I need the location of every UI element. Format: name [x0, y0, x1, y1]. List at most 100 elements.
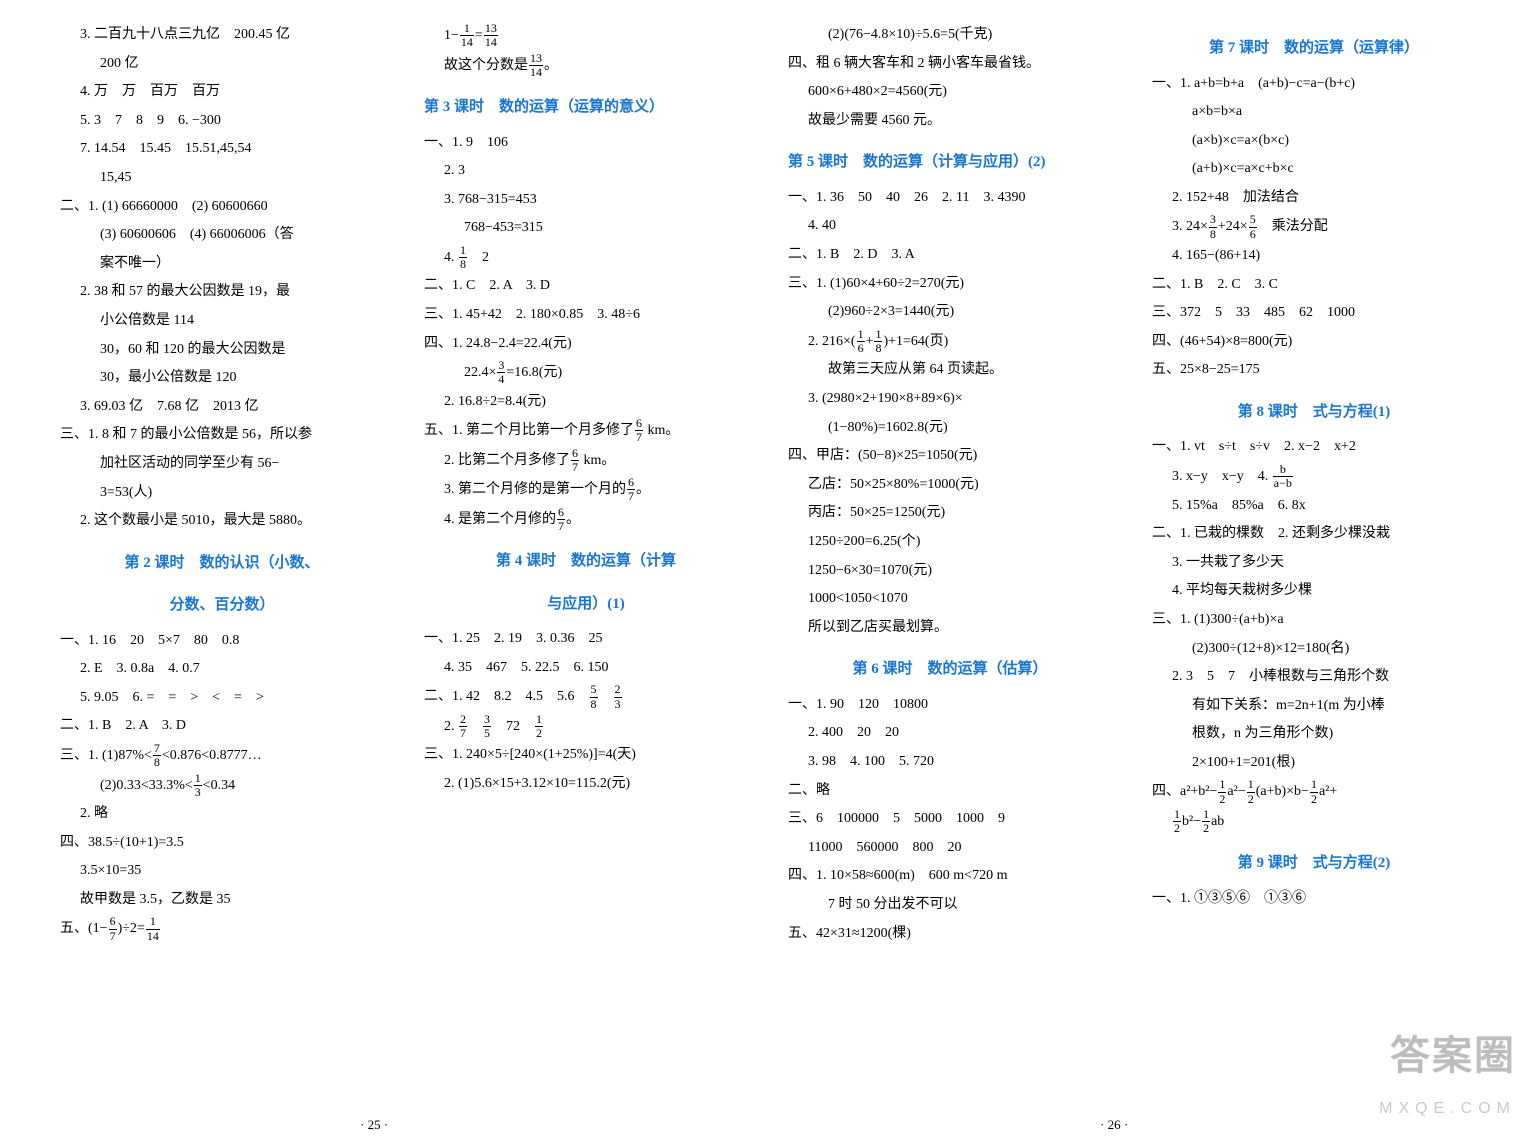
text-line: 3. 768−315=453 [424, 187, 748, 214]
text-line: 四、38.5÷(10+1)=3.5 [60, 830, 384, 857]
text: 。 [566, 512, 580, 527]
fraction: 38 [1208, 213, 1218, 240]
text-line: 一、1. 9 106 [424, 130, 748, 157]
text: 22.4× [464, 365, 496, 380]
text-line: 故甲数是 3.5，乙数是 35 [60, 887, 384, 914]
fraction: 27 [458, 713, 468, 740]
text-line: 四、a²+b²−12a²−12(a+b)×b−12a²+ [1152, 778, 1476, 806]
text: 2. 216×( [808, 334, 856, 349]
section-heading: 第 9 课时 式与方程(2) [1152, 849, 1476, 878]
text: (2)0.33<33.3%< [100, 777, 193, 792]
section-heading: 第 5 课时 数的运算（计算与应用）(2) [788, 148, 1112, 177]
text-line: 11000 560000 800 20 [788, 835, 1112, 862]
text-line: 所以到乙店买最划算。 [788, 615, 1112, 642]
text: b²− [1182, 814, 1201, 829]
page-number-26: · 26 · [1100, 1113, 1128, 1138]
text: 乘法分配 [1258, 219, 1328, 234]
text-line: (a×b)×c=a×(b×c) [1152, 128, 1476, 155]
text-line: 4. 18 2 [424, 244, 748, 272]
text-line: 30，60 和 120 的最大公因数是 [60, 337, 384, 364]
watermark-title: 答案圈 [1379, 1018, 1516, 1094]
text-line: 二、1. B 2. C 3. C [1152, 272, 1476, 299]
section-heading: 第 4 课时 数的运算（计算 [424, 547, 748, 576]
text-line: 三、1. (1)300÷(a+b)×a [1152, 607, 1476, 634]
fraction: 16 [856, 328, 866, 355]
text-line: 三、6 100000 5 5000 1000 9 [788, 806, 1112, 833]
text-line: 三、1. (1)60×4+60÷2=270(元) [788, 271, 1112, 298]
fraction: 56 [1248, 213, 1258, 240]
text-line: 四、1. 24.8−2.4=22.4(元) [424, 331, 748, 358]
fraction: 12 [1217, 778, 1227, 805]
text: 1− [444, 28, 459, 43]
text-line: 3=53(人) [60, 480, 384, 507]
text-line: 根数，n 为三角形个数) [1152, 721, 1476, 748]
text-line: 五、(1−67)÷2=114 [60, 915, 384, 943]
text-line: 3. 24×38+24×56 乘法分配 [1152, 213, 1476, 241]
text-line: 三、372 5 33 485 62 1000 [1152, 300, 1476, 327]
text-line: 2. 216×(16+18)+1=64(页) [788, 328, 1112, 356]
text-line: 有如下关系：m=2n+1(m 为小棒 [1152, 693, 1476, 720]
column-2: 1−114=1314 故这个分数是1314。 第 3 课时 数的运算（运算的意义… [424, 20, 748, 949]
text: = [475, 28, 483, 43]
text-line: 乙店：50×25×80%=1000(元) [788, 472, 1112, 499]
text: 四、a²+b²− [1152, 784, 1217, 799]
text: 故这个分数是 [444, 57, 528, 72]
section-heading: 第 8 课时 式与方程(1) [1152, 398, 1476, 427]
text-line: 二、略 [788, 778, 1112, 805]
text-line: 一、1. 16 20 5×7 80 0.8 [60, 628, 384, 655]
section-heading: 与应用）(1) [424, 590, 748, 619]
text: <0.34 [203, 777, 235, 792]
text-line: 一、1. vt s÷t s÷v 2. x−2 x+2 [1152, 434, 1476, 461]
text: a²− [1227, 784, 1245, 799]
fraction: 78 [152, 742, 162, 769]
text-line: 四、甲店：(50−8)×25=1050(元) [788, 443, 1112, 470]
text: 。 [636, 482, 650, 497]
text-line: 2. 这个数最小是 5010，最大是 5880。 [60, 508, 384, 535]
text-line: 五、42×31≈1200(棵) [788, 921, 1112, 948]
text-line: 二、1. B 2. A 3. D [60, 713, 384, 740]
fraction: 114 [459, 22, 475, 49]
page-number-25: · 25 · [360, 1113, 388, 1138]
fraction: 67 [626, 476, 636, 503]
fraction: 18 [458, 244, 468, 271]
text-line: 4. 40 [788, 213, 1112, 240]
text: =16.8(元) [506, 365, 562, 380]
text: 3. 第二个月修的是第一个月的 [444, 482, 626, 497]
fraction: 23 [613, 683, 623, 710]
text-line: 4. 165−(86+14) [1152, 243, 1476, 270]
text-line: a×b=b×a [1152, 99, 1476, 126]
text-line: 1000<1050<1070 [788, 586, 1112, 613]
text-line: 2. 27 35 72 12 [424, 713, 748, 741]
fraction: 35 [482, 713, 492, 740]
text-line: 一、1. a+b=b+a (a+b)−c=a−(b+c) [1152, 71, 1476, 98]
text-line: 22.4×34=16.8(元) [424, 359, 748, 387]
text: 2. [444, 719, 458, 734]
text: 五、1. 第二个月比第一个月多修了 [424, 423, 634, 438]
text-line: 1−114=1314 [424, 22, 748, 50]
fraction: 67 [634, 417, 644, 444]
text-line: (3) 60600606 (4) 66006006（答 [60, 222, 384, 249]
text-line: (1−80%)=1602.8(元) [788, 415, 1112, 442]
text-line: 加社区活动的同学至少有 56− [60, 451, 384, 478]
text: )÷2= [118, 921, 145, 936]
text-line: 2. 152+48 加法结合 [1152, 185, 1476, 212]
text: 4. [444, 250, 458, 265]
fraction: 58 [589, 683, 599, 710]
fraction: 1314 [528, 52, 544, 79]
text: ab [1211, 814, 1224, 829]
text-line: 四、租 6 辆大客车和 2 辆小客车最省钱。 [788, 51, 1112, 78]
text: +24× [1218, 219, 1248, 234]
watermark-url: MXQE.COM [1379, 1094, 1516, 1124]
text-line: 600×6+480×2=4560(元) [788, 79, 1112, 106]
watermark: 答案圈 MXQE.COM [1379, 1018, 1516, 1124]
text-line: 4. 平均每天栽树多少棵 [1152, 578, 1476, 605]
text-line: 5. 3 7 8 9 6. −300 [60, 108, 384, 135]
column-4: 第 7 课时 数的运算（运算律） 一、1. a+b=b+a (a+b)−c=a−… [1152, 20, 1476, 949]
text-line: (2)960÷2×3=1440(元) [788, 299, 1112, 326]
text-line: 4. 是第二个月修的67。 [424, 506, 748, 534]
section-heading: 第 2 课时 数的认识（小数、 [60, 549, 384, 578]
text: + [866, 334, 874, 349]
fraction: ba−b [1272, 463, 1294, 490]
text-line: 7 时 50 分出发不可以 [788, 892, 1112, 919]
text-line: 3. (2980×2+190×8+89×6)× [788, 386, 1112, 413]
